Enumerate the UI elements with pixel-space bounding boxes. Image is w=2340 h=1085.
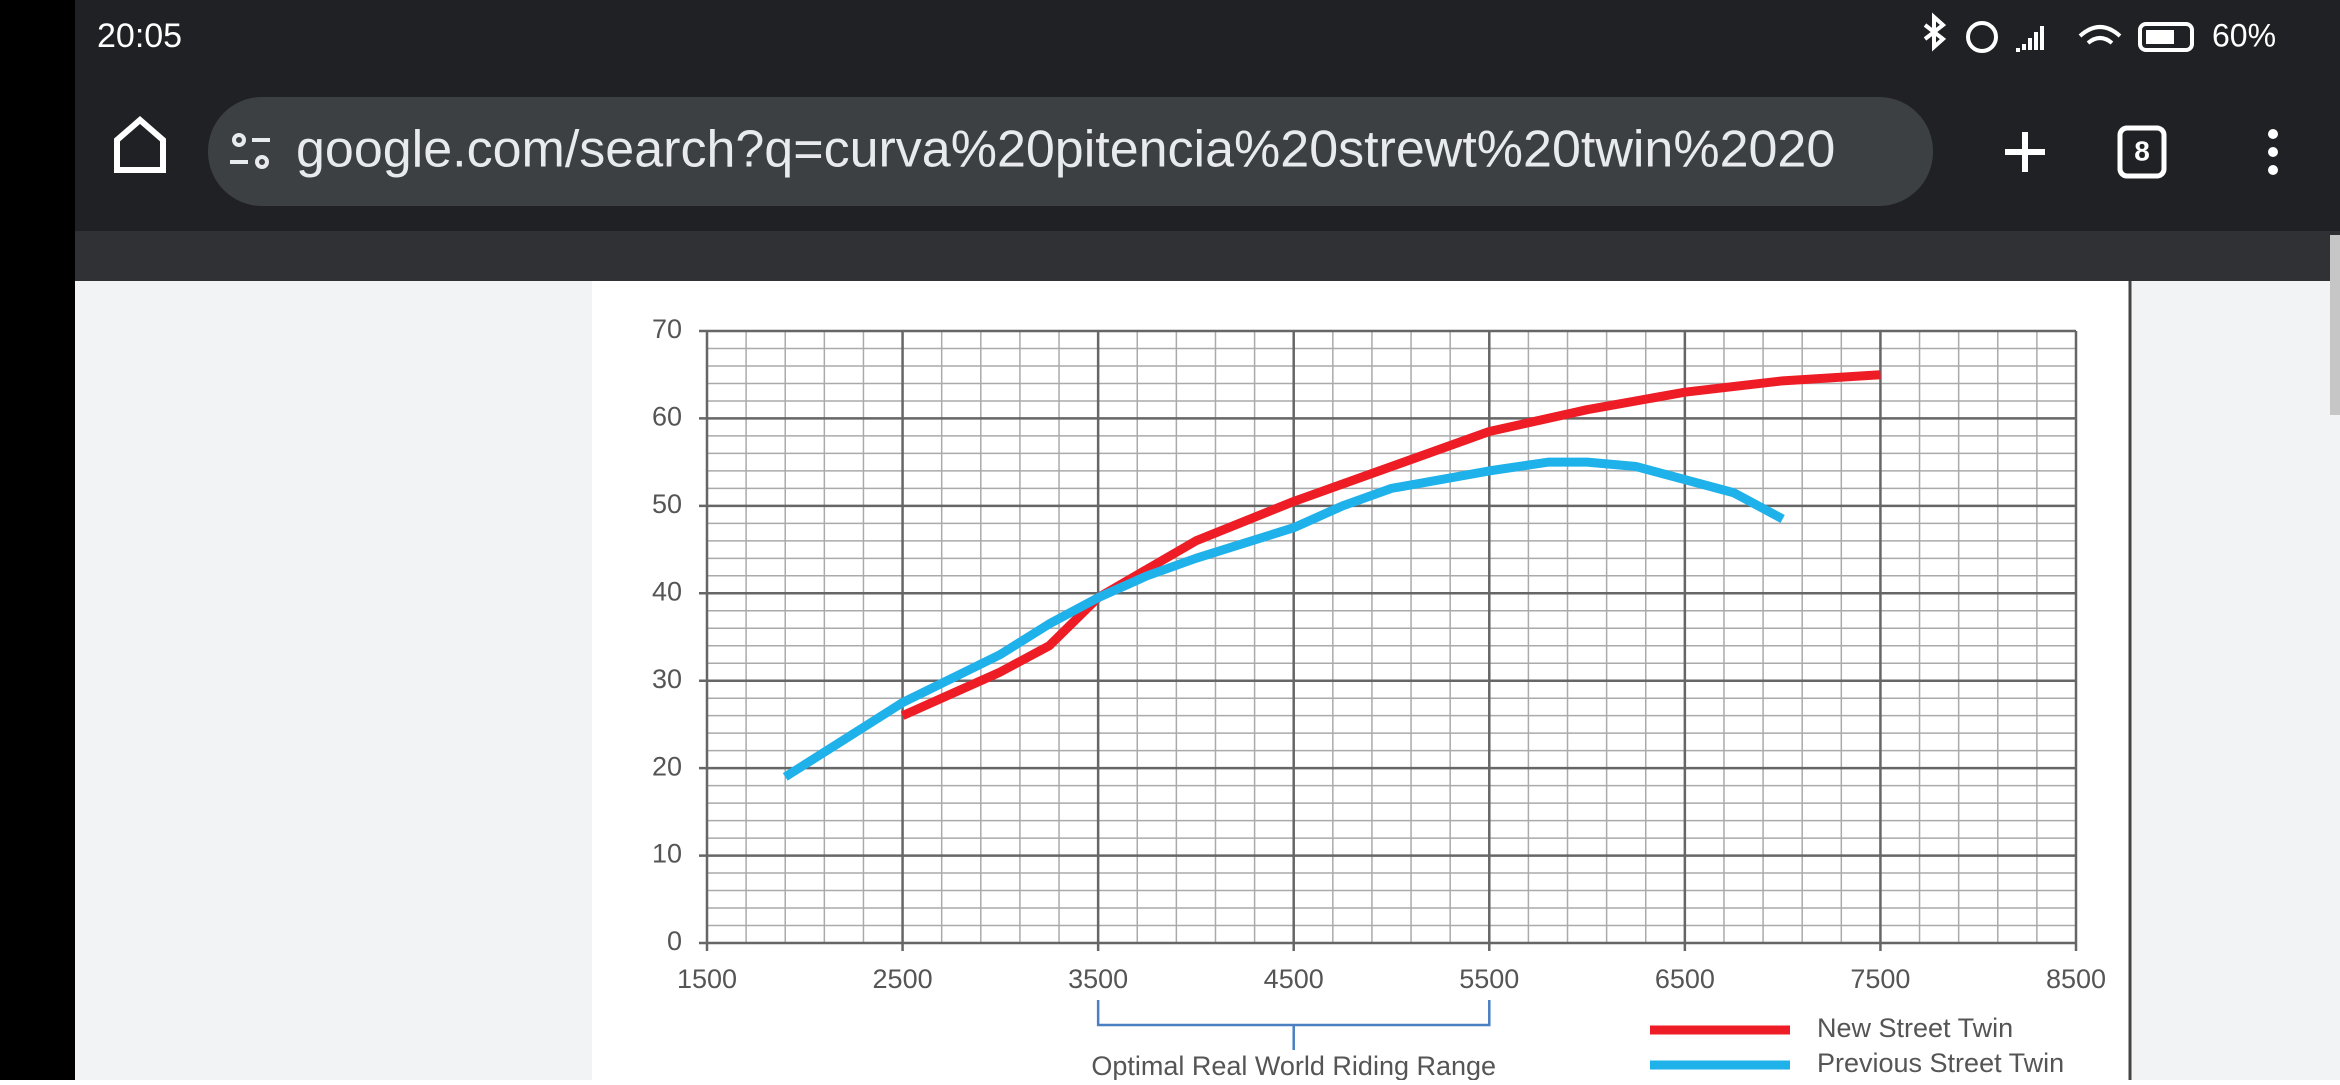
left-edge <box>0 0 75 1080</box>
x-tick-label: 2500 <box>873 964 933 994</box>
x-tick-label: 5500 <box>1459 964 1519 994</box>
url-bar[interactable] <box>208 97 1933 206</box>
y-tick-label: 40 <box>652 576 682 606</box>
range-bracket <box>1096 1000 1491 1050</box>
tab-count[interactable]: 8 <box>2134 135 2150 166</box>
clock: 20:05 <box>97 17 182 55</box>
battery-level: 60% <box>2212 17 2276 53</box>
y-tick-label: 70 <box>652 314 682 344</box>
toolbar-shadow <box>75 231 2340 281</box>
legend-label: Previous Street Twin <box>1817 1048 2064 1078</box>
tab-switcher[interactable] <box>2117 125 2167 179</box>
x-tick-label: 3500 <box>1068 964 1128 994</box>
y-tick-label: 30 <box>652 664 682 694</box>
menu-button[interactable] <box>2268 129 2278 175</box>
x-tick-label: 1500 <box>677 964 737 994</box>
site-info-icon[interactable] <box>230 133 270 169</box>
y-tick-label: 10 <box>652 839 682 869</box>
annotation-text: Optimal Real World Riding Range <box>1091 1051 1496 1080</box>
x-tick-label: 7500 <box>1850 964 1910 994</box>
x-tick-label: 8500 <box>2046 964 2106 994</box>
y-tick-label: 60 <box>652 402 682 432</box>
home-button[interactable] <box>114 116 166 173</box>
status-icons <box>1923 12 2194 53</box>
x-tick-label: 6500 <box>1655 964 1715 994</box>
y-tick-label: 0 <box>667 926 682 956</box>
series-line <box>782 457 1785 781</box>
url-text[interactable]: google.com/search?q=curva%20pitencia%20s… <box>296 121 1835 179</box>
legend-label: New Street Twin <box>1817 1013 2013 1043</box>
scrollbar <box>2330 235 2340 415</box>
x-tick-label: 4500 <box>1264 964 1324 994</box>
new-tab-button[interactable] <box>2005 132 2045 172</box>
y-tick-label: 50 <box>652 489 682 519</box>
series-line <box>900 370 1881 720</box>
y-tick-label: 20 <box>652 751 682 781</box>
